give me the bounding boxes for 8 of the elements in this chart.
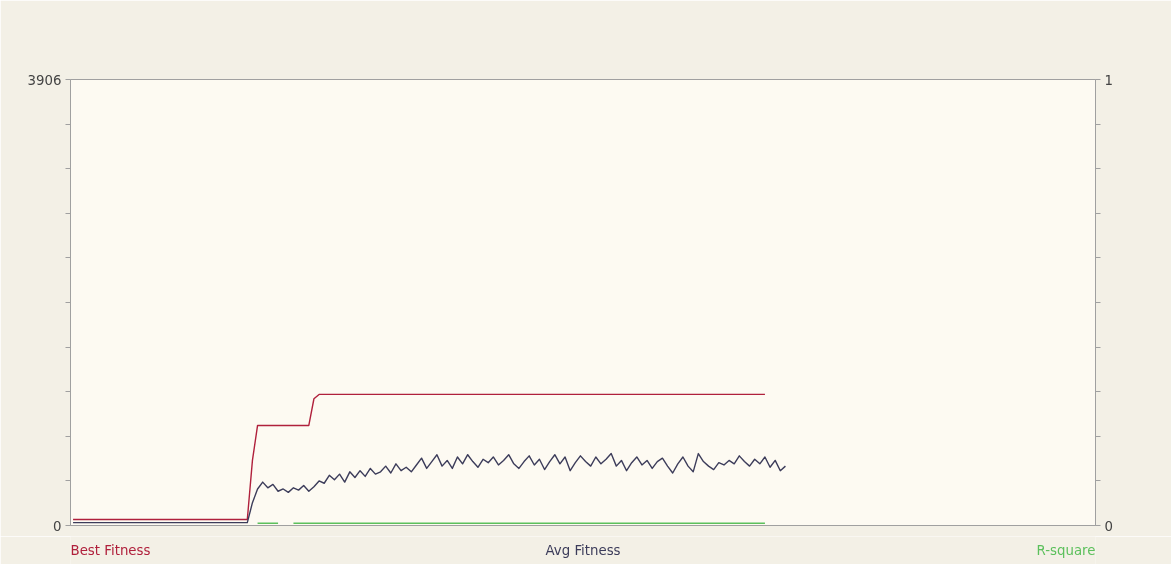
series-label: Best Fitness — [70, 543, 151, 558]
text: Avg Fitness — [545, 543, 621, 558]
line-series — [72, 452, 787, 524]
text: R-square — [1036, 543, 1096, 558]
y-tick-label: 3906 — [27, 72, 62, 88]
line-series — [72, 393, 766, 521]
y2-tick-label: 1 — [1104, 72, 1113, 88]
y2-tick-label: 0 — [1104, 518, 1113, 534]
